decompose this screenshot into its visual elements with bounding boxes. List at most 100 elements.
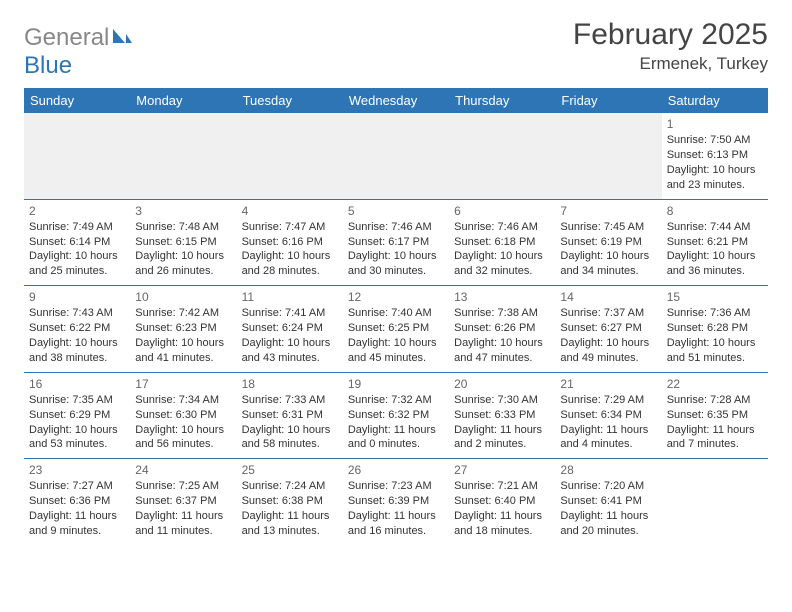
calendar-cell: 10Sunrise: 7:42 AMSunset: 6:23 PMDayligh…	[130, 286, 236, 373]
sunrise-text: Sunrise: 7:46 AM	[348, 220, 444, 235]
sunrise-text: Sunrise: 7:48 AM	[135, 220, 231, 235]
daylight-text: Daylight: 11 hours and 13 minutes.	[242, 509, 338, 539]
day-number: 26	[348, 462, 444, 478]
daylight-text: Daylight: 11 hours and 16 minutes.	[348, 509, 444, 539]
sunset-text: Sunset: 6:40 PM	[454, 494, 550, 509]
sunrise-text: Sunrise: 7:41 AM	[242, 306, 338, 321]
day-number: 3	[135, 203, 231, 219]
sunset-text: Sunset: 6:34 PM	[560, 408, 656, 423]
calendar-week-row: 2Sunrise: 7:49 AMSunset: 6:14 PMDaylight…	[24, 199, 768, 286]
day-number: 18	[242, 376, 338, 392]
sunset-text: Sunset: 6:19 PM	[560, 235, 656, 250]
sunset-text: Sunset: 6:13 PM	[667, 148, 763, 163]
day-number: 24	[135, 462, 231, 478]
calendar-cell: 14Sunrise: 7:37 AMSunset: 6:27 PMDayligh…	[555, 286, 661, 373]
sunrise-text: Sunrise: 7:50 AM	[667, 133, 763, 148]
daylight-text: Daylight: 10 hours and 23 minutes.	[667, 163, 763, 193]
calendar-cell: 13Sunrise: 7:38 AMSunset: 6:26 PMDayligh…	[449, 286, 555, 373]
logo: General Blue	[24, 18, 133, 80]
day-header: Friday	[555, 88, 661, 113]
day-number: 8	[667, 203, 763, 219]
daylight-text: Daylight: 11 hours and 2 minutes.	[454, 423, 550, 453]
calendar-cell: 6Sunrise: 7:46 AMSunset: 6:18 PMDaylight…	[449, 199, 555, 286]
sunrise-text: Sunrise: 7:24 AM	[242, 479, 338, 494]
sunrise-text: Sunrise: 7:38 AM	[454, 306, 550, 321]
daylight-text: Daylight: 10 hours and 36 minutes.	[667, 249, 763, 279]
sunset-text: Sunset: 6:21 PM	[667, 235, 763, 250]
calendar-cell: 8Sunrise: 7:44 AMSunset: 6:21 PMDaylight…	[662, 199, 768, 286]
calendar-cell	[555, 113, 661, 199]
sunset-text: Sunset: 6:41 PM	[560, 494, 656, 509]
daylight-text: Daylight: 11 hours and 18 minutes.	[454, 509, 550, 539]
calendar-cell: 12Sunrise: 7:40 AMSunset: 6:25 PMDayligh…	[343, 286, 449, 373]
sunrise-text: Sunrise: 7:35 AM	[29, 393, 125, 408]
calendar-cell	[449, 113, 555, 199]
sunset-text: Sunset: 6:16 PM	[242, 235, 338, 250]
daylight-text: Daylight: 11 hours and 0 minutes.	[348, 423, 444, 453]
title-block: February 2025 Ermenek, Turkey	[573, 18, 768, 74]
sunrise-text: Sunrise: 7:44 AM	[667, 220, 763, 235]
calendar-cell: 4Sunrise: 7:47 AMSunset: 6:16 PMDaylight…	[237, 199, 343, 286]
daylight-text: Daylight: 10 hours and 30 minutes.	[348, 249, 444, 279]
sunrise-text: Sunrise: 7:33 AM	[242, 393, 338, 408]
daylight-text: Daylight: 10 hours and 32 minutes.	[454, 249, 550, 279]
daylight-text: Daylight: 10 hours and 47 minutes.	[454, 336, 550, 366]
sunset-text: Sunset: 6:17 PM	[348, 235, 444, 250]
calendar-cell: 1Sunrise: 7:50 AMSunset: 6:13 PMDaylight…	[662, 113, 768, 199]
day-header: Saturday	[662, 88, 768, 113]
day-header: Tuesday	[237, 88, 343, 113]
day-number: 28	[560, 462, 656, 478]
day-header: Thursday	[449, 88, 555, 113]
daylight-text: Daylight: 11 hours and 9 minutes.	[29, 509, 125, 539]
sunset-text: Sunset: 6:36 PM	[29, 494, 125, 509]
calendar-week-row: 16Sunrise: 7:35 AMSunset: 6:29 PMDayligh…	[24, 372, 768, 459]
day-number: 13	[454, 289, 550, 305]
sunrise-text: Sunrise: 7:47 AM	[242, 220, 338, 235]
sunset-text: Sunset: 6:35 PM	[667, 408, 763, 423]
sunrise-text: Sunrise: 7:46 AM	[454, 220, 550, 235]
sunset-text: Sunset: 6:32 PM	[348, 408, 444, 423]
day-number: 15	[667, 289, 763, 305]
sunset-text: Sunset: 6:25 PM	[348, 321, 444, 336]
daylight-text: Daylight: 10 hours and 34 minutes.	[560, 249, 656, 279]
sunrise-text: Sunrise: 7:43 AM	[29, 306, 125, 321]
sunset-text: Sunset: 6:28 PM	[667, 321, 763, 336]
daylight-text: Daylight: 10 hours and 49 minutes.	[560, 336, 656, 366]
day-number: 7	[560, 203, 656, 219]
daylight-text: Daylight: 10 hours and 53 minutes.	[29, 423, 125, 453]
day-number: 16	[29, 376, 125, 392]
calendar-cell: 17Sunrise: 7:34 AMSunset: 6:30 PMDayligh…	[130, 372, 236, 459]
logo-sail-icon	[111, 27, 133, 48]
day-number: 21	[560, 376, 656, 392]
calendar-cell: 5Sunrise: 7:46 AMSunset: 6:17 PMDaylight…	[343, 199, 449, 286]
sunrise-text: Sunrise: 7:32 AM	[348, 393, 444, 408]
daylight-text: Daylight: 11 hours and 4 minutes.	[560, 423, 656, 453]
sunset-text: Sunset: 6:39 PM	[348, 494, 444, 509]
calendar-cell: 19Sunrise: 7:32 AMSunset: 6:32 PMDayligh…	[343, 372, 449, 459]
sunrise-text: Sunrise: 7:34 AM	[135, 393, 231, 408]
logo-text-general: General	[24, 24, 109, 51]
day-number: 11	[242, 289, 338, 305]
day-number: 25	[242, 462, 338, 478]
sunset-text: Sunset: 6:38 PM	[242, 494, 338, 509]
daylight-text: Daylight: 10 hours and 51 minutes.	[667, 336, 763, 366]
sunset-text: Sunset: 6:14 PM	[29, 235, 125, 250]
daylight-text: Daylight: 11 hours and 20 minutes.	[560, 509, 656, 539]
calendar-cell: 16Sunrise: 7:35 AMSunset: 6:29 PMDayligh…	[24, 372, 130, 459]
daylight-text: Daylight: 10 hours and 56 minutes.	[135, 423, 231, 453]
sunset-text: Sunset: 6:37 PM	[135, 494, 231, 509]
day-number: 4	[242, 203, 338, 219]
daylight-text: Daylight: 10 hours and 41 minutes.	[135, 336, 231, 366]
day-number: 27	[454, 462, 550, 478]
day-number: 12	[348, 289, 444, 305]
sunrise-text: Sunrise: 7:23 AM	[348, 479, 444, 494]
location: Ermenek, Turkey	[573, 54, 768, 74]
daylight-text: Daylight: 10 hours and 45 minutes.	[348, 336, 444, 366]
calendar-cell	[237, 113, 343, 199]
daylight-text: Daylight: 10 hours and 26 minutes.	[135, 249, 231, 279]
sunset-text: Sunset: 6:18 PM	[454, 235, 550, 250]
day-number: 9	[29, 289, 125, 305]
sunset-text: Sunset: 6:30 PM	[135, 408, 231, 423]
calendar-cell: 3Sunrise: 7:48 AMSunset: 6:15 PMDaylight…	[130, 199, 236, 286]
day-number: 2	[29, 203, 125, 219]
